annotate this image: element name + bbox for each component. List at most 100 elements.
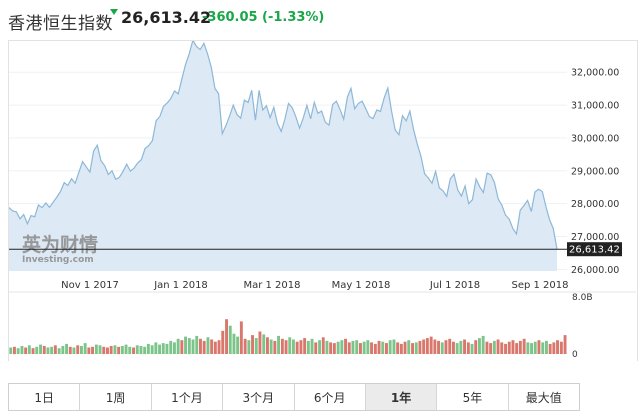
x-tick-label: Jan 1 2018 — [153, 280, 208, 291]
volume-bar — [232, 333, 236, 354]
volume-max-label: 8.0B — [572, 293, 593, 303]
volume-bar — [429, 336, 433, 354]
volume-bar — [154, 342, 158, 354]
volume-bar — [336, 341, 340, 354]
volume-bar — [366, 340, 370, 354]
volume-bar — [150, 345, 154, 354]
current-price-tag: 26,613.42 — [567, 242, 622, 257]
volume-bar — [306, 340, 310, 354]
volume-bar — [113, 345, 117, 354]
volume-bar — [455, 343, 459, 354]
range-button-0[interactable]: 1日 — [9, 384, 81, 410]
down-arrow-icon — [110, 9, 118, 15]
volume-bar — [221, 330, 225, 354]
volume-bar — [106, 347, 109, 354]
volume-bar — [559, 341, 563, 354]
volume-bar — [53, 345, 57, 354]
volume-bar — [13, 346, 16, 355]
volume-bar — [262, 334, 266, 354]
volume-bar — [24, 347, 28, 354]
volume-bar — [381, 341, 385, 354]
volume-bar — [474, 340, 478, 354]
volume-bar — [173, 342, 176, 354]
range-button-5[interactable]: 1年 — [365, 384, 438, 410]
range-button-1[interactable]: 1周 — [80, 384, 152, 410]
range-button-3[interactable]: 3个月 — [223, 384, 295, 410]
volume-bar — [545, 340, 548, 354]
volume-bar — [500, 342, 504, 354]
volume-bar — [448, 338, 452, 354]
x-tick-label: Sep 1 2018 — [511, 280, 568, 291]
index-name: 香港恒生指数 — [8, 14, 113, 34]
volume-bar — [202, 340, 206, 354]
volume-bar — [42, 346, 46, 354]
volume-bar — [169, 340, 173, 354]
y-tick-label: 30,000.00 — [571, 133, 619, 144]
current-price-label: 26,613.42 — [569, 245, 620, 256]
volume-bar — [370, 342, 373, 354]
volume-bar — [347, 342, 351, 354]
volume-bar — [61, 346, 65, 354]
volume-bar — [120, 346, 124, 354]
volume-bar — [124, 344, 128, 354]
volume-bar — [135, 345, 139, 354]
volume-bar — [16, 348, 20, 354]
volume-bar — [217, 340, 221, 354]
range-button-6[interactable]: 5年 — [437, 384, 509, 410]
volume-bar — [362, 341, 366, 354]
volume-bar — [158, 344, 161, 354]
volume-bar — [303, 338, 307, 355]
volume-bar — [109, 346, 113, 354]
price-chart[interactable]: 英为财情 Investing.com 32,000.00 31,000.00 30,… — [0, 0, 644, 380]
y-tick-label: 32,000.00 — [571, 68, 619, 79]
volume-bar — [292, 339, 295, 354]
volume-bar — [143, 346, 147, 355]
x-tick-label: Mar 1 2018 — [243, 280, 300, 291]
volume-bar — [329, 342, 333, 354]
volume-bar — [247, 340, 251, 354]
volume-bar — [470, 343, 474, 354]
volume-bar — [76, 345, 80, 354]
volume-bar — [280, 338, 284, 354]
volume-bar — [478, 338, 481, 355]
volume-bar — [463, 339, 466, 354]
last-price: 26,613.42 — [121, 8, 212, 27]
volume-bar — [57, 348, 61, 354]
volume-bar — [373, 343, 377, 354]
volume-bar — [117, 346, 121, 355]
volume-bar — [225, 319, 228, 354]
volume-bar — [266, 337, 269, 354]
volume-bar — [522, 338, 526, 354]
volume-bar — [165, 343, 169, 354]
range-button-7[interactable]: 最大值 — [525, 390, 562, 405]
volume-bar — [310, 338, 314, 354]
volume-bar — [258, 331, 262, 354]
volume-bar — [288, 337, 292, 354]
volume-bar — [27, 345, 31, 354]
volume-bar — [228, 325, 232, 354]
x-axis: Nov 1 2017 Jan 1 2018 Mar 1 2018 May 1 2018… — [61, 280, 568, 291]
volume-bar — [452, 341, 455, 354]
volume-bar — [403, 341, 407, 354]
range-button-2[interactable]: 1个月 — [152, 384, 224, 410]
volume-bar — [46, 347, 50, 354]
price-change: -360.05 — [202, 10, 258, 25]
volume-bar — [91, 346, 94, 355]
volume-bar — [132, 347, 135, 354]
volume-bar — [98, 345, 102, 354]
volume-bar — [504, 343, 507, 354]
range-button-4[interactable]: 6个月 — [295, 384, 366, 410]
volume-bar — [239, 321, 243, 354]
volume-bar — [295, 341, 299, 354]
volume-bar — [72, 347, 76, 354]
volume-bar — [496, 339, 500, 354]
time-range-selector: 1日 1周 1个月 3个月 6个月 1年 5年 最大值 — [8, 383, 580, 411]
volume-bar — [507, 341, 511, 354]
volume-bar — [146, 343, 150, 354]
x-tick-label: Jul 1 2018 — [429, 280, 480, 291]
volume-bar — [269, 339, 273, 354]
volume-bar — [422, 339, 426, 354]
volume-bar — [433, 339, 437, 354]
price-line — [9, 41, 558, 250]
volume-bar — [206, 337, 210, 354]
